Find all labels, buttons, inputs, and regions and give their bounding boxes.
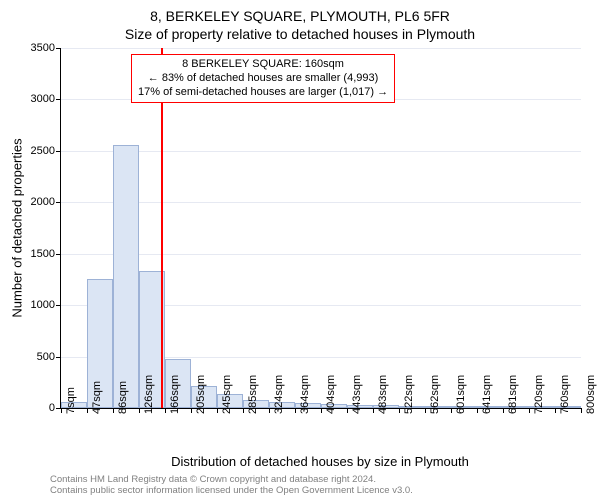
y-tick-label: 2000 <box>31 196 55 208</box>
gridline <box>61 254 581 255</box>
x-tick-mark <box>269 408 270 413</box>
gridline <box>61 48 581 49</box>
x-tick-mark <box>555 408 556 413</box>
x-tick-mark <box>373 408 374 413</box>
y-tick-label: 0 <box>49 402 55 414</box>
x-tick-mark <box>87 408 88 413</box>
x-tick-mark <box>113 408 114 413</box>
histogram-bar <box>113 145 139 408</box>
x-tick-mark <box>217 408 218 413</box>
footer-line2: Contains public sector information licen… <box>50 485 413 496</box>
plot-area: 05001000150020002500300035007sqm47sqm86s… <box>60 48 581 409</box>
x-tick-mark <box>581 408 582 413</box>
chart-title-line1: 8, BERKELEY SQUARE, PLYMOUTH, PL6 5FR <box>0 8 600 24</box>
y-axis-label: Number of detached properties <box>10 138 25 317</box>
x-tick-mark <box>399 408 400 413</box>
gridline <box>61 202 581 203</box>
x-tick-mark <box>191 408 192 413</box>
footer-attribution: Contains HM Land Registry data © Crown c… <box>50 474 413 497</box>
y-tick-mark <box>56 48 61 49</box>
y-tick-label: 2500 <box>31 145 55 157</box>
chart-container: 8, BERKELEY SQUARE, PLYMOUTH, PL6 5FR Si… <box>0 0 600 500</box>
y-tick-mark <box>56 357 61 358</box>
x-tick-mark <box>503 408 504 413</box>
x-tick-mark <box>243 408 244 413</box>
gridline <box>61 151 581 152</box>
chart-title-line2: Size of property relative to detached ho… <box>0 26 600 42</box>
x-tick-mark <box>529 408 530 413</box>
y-tick-mark <box>56 254 61 255</box>
x-tick-mark <box>295 408 296 413</box>
annotation-line: 17% of semi-detached houses are larger (… <box>138 86 388 100</box>
x-tick-mark <box>451 408 452 413</box>
x-tick-mark <box>425 408 426 413</box>
y-tick-label: 3500 <box>31 42 55 54</box>
x-tick-mark <box>347 408 348 413</box>
y-tick-mark <box>56 202 61 203</box>
y-tick-mark <box>56 305 61 306</box>
y-tick-label: 500 <box>37 351 55 363</box>
footer-line1: Contains HM Land Registry data © Crown c… <box>50 474 413 485</box>
x-tick-mark <box>165 408 166 413</box>
y-tick-mark <box>56 99 61 100</box>
annotation-box: 8 BERKELEY SQUARE: 160sqm← 83% of detach… <box>131 54 395 103</box>
y-tick-label: 1000 <box>31 299 55 311</box>
y-tick-mark <box>56 151 61 152</box>
x-tick-mark <box>61 408 62 413</box>
x-tick-mark <box>139 408 140 413</box>
x-tick-mark <box>321 408 322 413</box>
annotation-line: ← 83% of detached houses are smaller (4,… <box>138 72 388 86</box>
y-tick-label: 3000 <box>31 93 55 105</box>
x-tick-mark <box>477 408 478 413</box>
x-axis-label: Distribution of detached houses by size … <box>60 454 580 469</box>
y-axis-label-wrap: Number of detached properties <box>10 48 24 408</box>
annotation-line: 8 BERKELEY SQUARE: 160sqm <box>138 58 388 72</box>
y-tick-label: 1500 <box>31 248 55 260</box>
